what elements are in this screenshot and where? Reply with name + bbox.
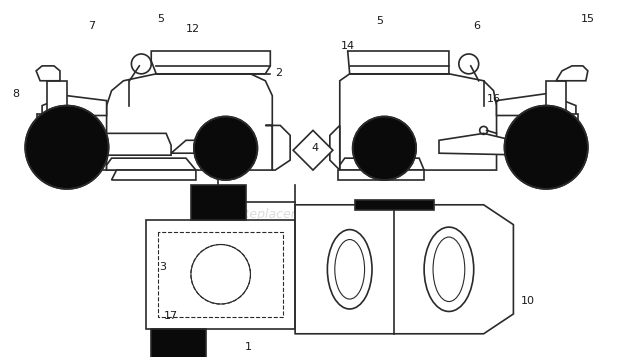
Circle shape: [353, 116, 416, 180]
Text: 2: 2: [275, 68, 282, 78]
Text: 1: 1: [245, 342, 252, 352]
Polygon shape: [42, 96, 107, 116]
Polygon shape: [330, 125, 340, 170]
Polygon shape: [171, 140, 231, 153]
Polygon shape: [146, 220, 295, 329]
Polygon shape: [151, 329, 206, 358]
Text: eReplacementParts.com: eReplacementParts.com: [234, 208, 386, 221]
Polygon shape: [439, 134, 533, 155]
Circle shape: [505, 106, 588, 189]
Polygon shape: [80, 134, 171, 155]
Polygon shape: [295, 205, 513, 334]
Text: 6: 6: [473, 21, 480, 31]
Text: 5: 5: [376, 16, 383, 26]
Text: 10: 10: [521, 296, 535, 306]
Polygon shape: [546, 81, 566, 116]
Polygon shape: [293, 130, 333, 170]
Polygon shape: [107, 74, 272, 170]
Text: 4: 4: [311, 143, 319, 153]
Text: 8: 8: [13, 89, 20, 99]
Text: 15: 15: [581, 14, 595, 24]
Ellipse shape: [327, 229, 372, 309]
Text: 5: 5: [157, 14, 165, 24]
Polygon shape: [112, 170, 196, 180]
Text: 3: 3: [159, 262, 167, 272]
Polygon shape: [37, 113, 80, 124]
Circle shape: [194, 116, 257, 180]
Polygon shape: [348, 51, 449, 74]
Text: 12: 12: [186, 24, 200, 34]
Polygon shape: [151, 51, 270, 74]
Polygon shape: [497, 94, 576, 116]
Polygon shape: [533, 113, 578, 124]
Text: 14: 14: [340, 41, 355, 51]
Ellipse shape: [424, 227, 474, 311]
Text: 17: 17: [164, 311, 178, 321]
Polygon shape: [47, 81, 67, 116]
Polygon shape: [340, 158, 424, 170]
Polygon shape: [355, 200, 434, 210]
Polygon shape: [340, 74, 497, 170]
Text: 16: 16: [487, 94, 500, 103]
Polygon shape: [338, 170, 424, 180]
Polygon shape: [42, 160, 107, 170]
Circle shape: [25, 106, 108, 189]
Polygon shape: [191, 185, 246, 220]
Polygon shape: [556, 66, 588, 81]
Polygon shape: [265, 125, 290, 170]
Text: 7: 7: [88, 21, 95, 31]
Polygon shape: [36, 66, 60, 81]
Polygon shape: [107, 158, 196, 170]
